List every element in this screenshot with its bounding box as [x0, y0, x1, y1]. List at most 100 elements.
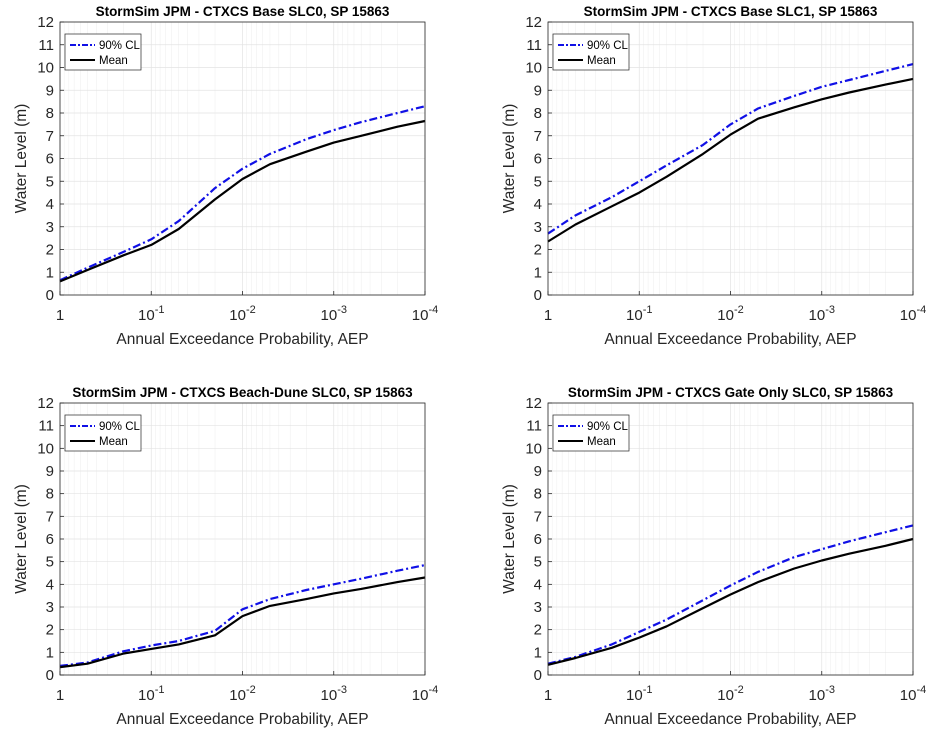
series-line-mean — [547, 77, 914, 243]
legend-box — [552, 414, 630, 452]
y-tick-label: 11 — [526, 37, 542, 54]
x-tick-label: 10-1 — [138, 304, 164, 324]
legend-box — [64, 414, 142, 452]
tick-base: 10 — [900, 687, 917, 704]
x-tick-label: 10-3 — [321, 684, 347, 704]
tick-exponent: -3 — [825, 684, 835, 696]
y-tick-label: 7 — [534, 508, 542, 525]
y-tick-label: 2 — [46, 622, 54, 639]
legend: 90% CL Mean — [552, 33, 630, 71]
legend-box — [64, 33, 142, 71]
x-tick-label: 10-3 — [809, 684, 835, 704]
series-line-90-cl — [547, 63, 914, 235]
series-line-mean — [547, 537, 914, 666]
tick-base: 10 — [717, 687, 734, 704]
y-tick-label: 12 — [37, 395, 54, 412]
tick-base: 10 — [809, 687, 826, 704]
y-tick-label: 10 — [525, 60, 542, 77]
y-tick-label: 9 — [534, 463, 542, 480]
tick-exponent: -4 — [916, 684, 926, 696]
y-tick-label: 5 — [534, 173, 542, 190]
x-tick-label: 10-1 — [138, 684, 164, 704]
y-axis-label: Water Level (m) — [13, 484, 30, 594]
legend: 90% CL Mean — [64, 414, 142, 452]
tick-exponent: -2 — [246, 304, 256, 316]
x-tick-label: 10-2 — [717, 304, 743, 324]
tick-base: 10 — [138, 687, 155, 704]
legend: 90% CL Mean — [552, 414, 630, 452]
y-tick-label: 5 — [534, 554, 542, 571]
legend-label: Mean — [587, 436, 616, 448]
y-tick-label: 6 — [534, 151, 542, 168]
y-tick-label: 10 — [37, 60, 54, 77]
tick-base: 10 — [138, 307, 155, 324]
tick-base: 10 — [900, 307, 917, 324]
series-line-90-cl — [547, 524, 914, 665]
y-tick-label: 8 — [46, 486, 54, 503]
y-axis-label: Water Level (m) — [13, 104, 30, 214]
x-tick-label: 10-4 — [412, 304, 438, 324]
grid — [547, 21, 914, 296]
x-tick-label: 10-4 — [412, 684, 438, 704]
y-tick-label: 11 — [526, 418, 542, 435]
x-axis-label: Annual Exceedance Probability, AEP — [116, 711, 368, 728]
x-tick-label: 10-4 — [900, 684, 926, 704]
y-tick-label: 3 — [46, 599, 54, 616]
y-tick-label: 8 — [534, 486, 542, 503]
y-tick-label: 11 — [38, 418, 54, 435]
y-tick-label: 2 — [534, 242, 542, 259]
tick-exponent: -3 — [337, 684, 347, 696]
x-tick-label: 1 — [544, 687, 552, 704]
y-tick-label: 7 — [46, 128, 54, 145]
y-tick-label: 7 — [46, 508, 54, 525]
y-tick-label: 2 — [534, 622, 542, 639]
y-tick-label: 12 — [525, 395, 542, 412]
x-tick-label: 10-1 — [626, 304, 652, 324]
x-axis-label: Annual Exceedance Probability, AEP — [604, 331, 856, 348]
y-tick-label: 4 — [46, 576, 54, 593]
legend-box — [552, 33, 630, 71]
y-tick-label: 11 — [38, 37, 54, 54]
y-axis-label: Water Level (m) — [501, 484, 518, 594]
y-tick-label: 9 — [46, 82, 54, 99]
legend-label: Mean — [99, 436, 128, 448]
y-tick-label: 4 — [534, 576, 542, 593]
y-tick-label: 3 — [534, 219, 542, 236]
x-tick-label: 10-2 — [229, 684, 255, 704]
y-tick-label: 10 — [37, 440, 54, 457]
tick-exponent: -1 — [643, 304, 653, 316]
y-tick-label: 2 — [46, 242, 54, 259]
legend: 90% CL Mean — [64, 33, 142, 71]
x-tick-label: 1 — [56, 687, 64, 704]
tick-base: 10 — [229, 687, 246, 704]
y-tick-label: 6 — [46, 151, 54, 168]
y-tick-label: 6 — [534, 531, 542, 548]
y-tick-label: 9 — [46, 463, 54, 480]
tick-base: 10 — [229, 307, 246, 324]
x-tick-label: 1 — [56, 307, 64, 324]
series-line-mean — [59, 119, 426, 283]
x-tick-label: 10-4 — [900, 304, 926, 324]
x-tick-label: 10-1 — [626, 684, 652, 704]
legend-label: 90% CL — [99, 40, 141, 52]
series-line-mean — [59, 576, 426, 669]
tick-exponent: -3 — [337, 304, 347, 316]
y-tick-label: 4 — [534, 196, 542, 213]
x-tick-label: 10-3 — [321, 304, 347, 324]
y-tick-label: 0 — [46, 667, 54, 684]
y-tick-label: 3 — [46, 219, 54, 236]
series-line-90-cl — [59, 564, 426, 667]
tick-base: 10 — [717, 307, 734, 324]
tick-exponent: -1 — [155, 304, 165, 316]
tick-exponent: -4 — [428, 304, 438, 316]
chart-title: StormSim JPM - CTXCS Base SLC0, SP 15863 — [96, 4, 390, 19]
y-tick-label: 5 — [46, 173, 54, 190]
y-tick-label: 4 — [46, 196, 54, 213]
x-tick-label: 10-2 — [717, 684, 743, 704]
tick-exponent: -2 — [734, 304, 744, 316]
chart-title: StormSim JPM - CTXCS Base SLC1, SP 15863 — [584, 4, 878, 19]
